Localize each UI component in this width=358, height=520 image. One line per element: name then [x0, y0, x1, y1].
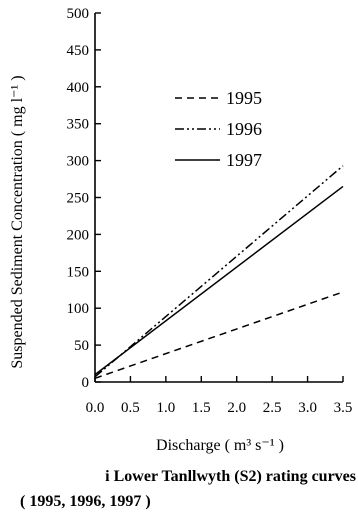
- y-tick-label: 0: [82, 375, 90, 391]
- y-tick-label: 100: [67, 301, 90, 317]
- y-tick-label: 350: [67, 117, 90, 133]
- x-tick-label: 3.5: [334, 400, 353, 416]
- figure-caption-title: i Lower Tanllwyth (S2) rating curves: [105, 468, 356, 485]
- series-line-1997: [94, 185, 344, 376]
- series-line-1996: [94, 165, 344, 378]
- y-tick-label: 250: [67, 191, 90, 207]
- y-tick-label: 200: [67, 227, 90, 243]
- x-tick-label: 3.0: [298, 400, 317, 416]
- x-tick-label: 0.0: [86, 400, 105, 416]
- y-tick-label: 400: [67, 80, 90, 96]
- legend-label-1997: 1997: [226, 150, 262, 170]
- x-tick-label: 2.0: [227, 400, 246, 416]
- y-tick-label: 450: [67, 43, 90, 59]
- x-tick-label: 0.5: [121, 400, 140, 416]
- series-lines: [94, 165, 344, 380]
- y-tick-label: 500: [67, 6, 90, 22]
- x-axis-title: Discharge ( m³ s⁻¹ ): [156, 437, 284, 454]
- series-line-1995: [94, 291, 344, 380]
- legend: 1995 1996 1997: [175, 88, 262, 170]
- x-tick-label: 1.5: [192, 400, 211, 416]
- y-tick-label: 150: [67, 264, 90, 280]
- figure-caption-years: ( 1995, 1996, 1997 ): [20, 493, 151, 510]
- x-tick-label: 2.5: [263, 400, 282, 416]
- legend-label-1995: 1995: [226, 88, 262, 108]
- rating-curve-chart: 0 50 100 150 200 250 300 350 400 450 500 0.0 0.5 1.0 1…: [9, 6, 353, 454]
- y-tick-label: 300: [67, 154, 90, 170]
- y-tick-label: 50: [74, 338, 89, 354]
- y-axis-title: Suspended Sediment Concentration ( mg l⁻…: [9, 75, 26, 368]
- x-tick-label: 1.0: [156, 400, 175, 416]
- legend-label-1996: 1996: [226, 119, 262, 139]
- axes: 0 50 100 150 200 250 300 350 400 450 500 0.0 0.5 1.0 1…: [67, 6, 353, 416]
